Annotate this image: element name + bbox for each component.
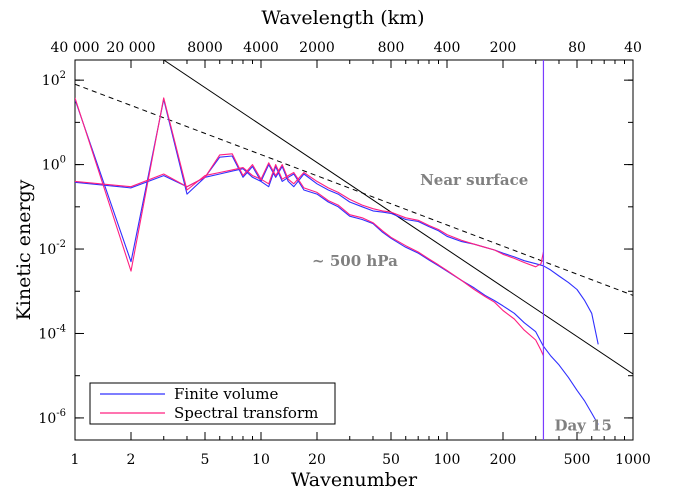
legend-box [89,382,336,425]
y-tick-label-6: 10-6 [38,408,66,427]
annotation-500-hpa: ~ 500 hPa [312,252,398,270]
top-tick-label-200: 200 [490,40,517,56]
plot-frame [74,59,634,441]
top-tick-label-2000: 2000 [299,40,335,56]
top-tick-label-40: 40 [624,40,642,56]
x-tick-label-1000: 1000 [615,452,651,468]
x-tick-label-10: 10 [252,452,270,468]
x-tick-label-500: 500 [564,452,591,468]
top-tick-label-80: 80 [568,40,586,56]
top-tick-labels: 40 000 20 000 8000 4000 2000 800 400 200 80 40 [51,40,642,56]
x-tick-label-5: 5 [201,452,210,468]
y-tick-label-0: 100 [42,155,66,174]
top-axis-title: Wavelength (km) [261,7,424,29]
series-finite-volume-curve-0 [75,155,599,345]
spectra-series [75,97,599,425]
x-tick-label-2: 2 [127,452,136,468]
top-tick-label-20-000: 20 000 [106,40,155,56]
y-tick-labels: 102 100 10-2 10-4 10-6 [38,70,66,427]
x-tick-label-200: 200 [490,452,517,468]
series-spectral-transform-curve-1 [75,97,544,356]
legend-label-spectral-transform: Spectral transform [174,404,318,422]
reference-line-dashed [75,83,633,296]
annotations: Near surface ~ 500 hPa Day 15 [312,171,612,435]
x-tick-labels: 1 2 5 10 20 50 100 200 500 1000 [71,452,651,468]
x-axis-title: Wavenumber [291,469,418,491]
top-tick-label-400: 400 [434,40,461,56]
legend: Finite volume Spectral transform [89,382,336,425]
series-spectral-transform-curve-0 [75,153,544,268]
y-tick-label-4: 10-4 [38,323,66,342]
annotation-near-surface: Near surface [420,171,528,189]
y-tick-label-2: 102 [42,70,66,89]
annotation-day-15: Day 15 [554,417,612,435]
top-tick-label-800: 800 [378,40,405,56]
top-tick-label-8000: 8000 [187,40,223,56]
y-tick-label-2: 10-2 [38,239,66,258]
x-tick-label-100: 100 [434,452,461,468]
top-tick-label-40-000: 40 000 [51,40,100,56]
top-tick-label-4000: 4000 [243,40,279,56]
x-tick-label-50: 50 [382,452,400,468]
legend-label-finite-volume: Finite volume [174,385,279,403]
y-axis-title: Kinetic energy [13,179,35,320]
tick-marks [74,60,634,440]
x-tick-label-20: 20 [308,452,326,468]
x-tick-label-1: 1 [71,452,80,468]
